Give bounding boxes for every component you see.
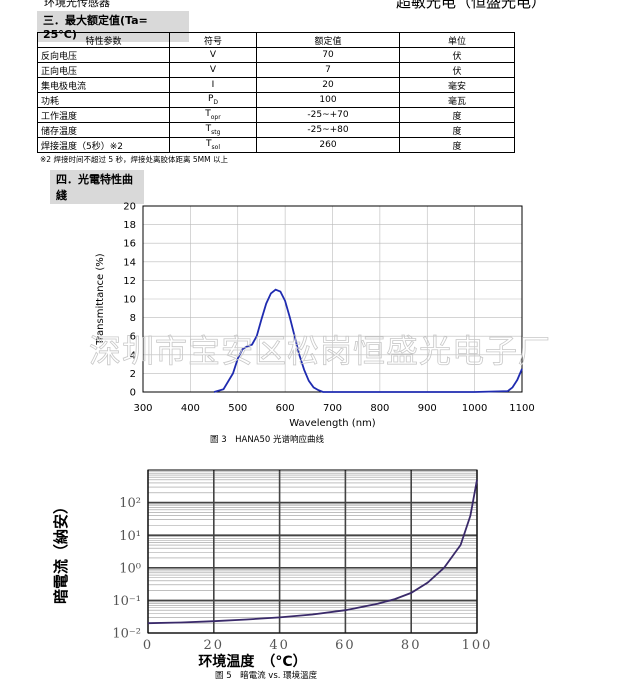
y-tick-label: 14 bbox=[123, 257, 136, 268]
symbol: T bbox=[205, 109, 211, 120]
y-tick-label: 2 bbox=[130, 369, 136, 380]
figure-caption: 圖 3 HANA50 光谱响应曲线 bbox=[210, 434, 325, 445]
x-tick-label: 800 bbox=[370, 403, 389, 414]
symbol-sub: opr bbox=[210, 113, 221, 121]
y-tick-label: 10¹ bbox=[119, 529, 141, 544]
x-tick-label: 100 bbox=[462, 638, 493, 653]
y-tick-label: 4 bbox=[130, 350, 136, 361]
y-axis-label: 暗電流（納安） bbox=[52, 499, 70, 604]
plot-frame bbox=[147, 469, 478, 634]
row: 集电极电流 I 20 毫安 bbox=[37, 77, 515, 93]
y-tick-label: 16 bbox=[123, 239, 136, 250]
cell: 度 bbox=[399, 137, 515, 153]
y-axis-label: Transmittance (%) bbox=[95, 253, 106, 345]
x-tick-label: 900 bbox=[418, 403, 437, 414]
symbol: T bbox=[206, 139, 212, 150]
symbol: V bbox=[209, 65, 217, 75]
curve bbox=[213, 288, 523, 393]
section-title: 四．光電特性曲綫 bbox=[50, 170, 144, 204]
x-axis-label: Wavelength (nm) bbox=[289, 418, 375, 429]
y-tick-label: 20 bbox=[123, 202, 136, 213]
x-tick-label: 20 bbox=[204, 638, 225, 653]
note: ※2 焊接时间不超过 5 秒，焊接处离胶体距离 5MM 以上 bbox=[40, 155, 228, 164]
x-axis-label: 环境温度 （°C） bbox=[198, 653, 306, 670]
y-tick-label: 10⁻¹ bbox=[112, 594, 141, 609]
symbol: I bbox=[211, 80, 215, 90]
x-tick-label: 600 bbox=[276, 403, 295, 414]
x-tick-label: 80 bbox=[401, 638, 422, 653]
y-tick-label: 0 bbox=[130, 388, 136, 399]
watermark: 深圳市宝安区松岗恒盛光电子厂 bbox=[89, 332, 551, 370]
x-tick-label: 0 bbox=[143, 638, 153, 653]
y-tick-label: 10⁻² bbox=[112, 627, 141, 642]
x-tick-label: 400 bbox=[181, 403, 200, 414]
y-tick-label: 10 bbox=[123, 295, 136, 306]
y-tick-label: 10² bbox=[119, 496, 141, 511]
figure-caption: 圖 5 暗電流 vs. 環境溫度 bbox=[215, 670, 318, 681]
y-tick-label: 8 bbox=[130, 313, 136, 324]
y-tick-label: 12 bbox=[123, 276, 136, 287]
x-tick-label: 40 bbox=[269, 638, 290, 653]
x-tick-label: 60 bbox=[335, 638, 356, 653]
y-tick-label: 6 bbox=[130, 332, 136, 343]
row: 工作温度 Topr -25~+70 度 bbox=[37, 107, 515, 123]
cell: Tsol bbox=[169, 137, 257, 153]
header-left: 环境光传感器 bbox=[44, 0, 110, 9]
x-tick-label: 1100 bbox=[509, 403, 534, 414]
x-tick-label: 700 bbox=[323, 403, 342, 414]
symbol: P bbox=[207, 94, 214, 105]
symbol-sub: D bbox=[213, 98, 219, 106]
y-tick-label: 10⁰ bbox=[119, 561, 141, 576]
symbol-sub: sol bbox=[211, 143, 220, 151]
row: 焊接温度（5秒）※2 Tsol 260 度 bbox=[37, 137, 515, 153]
symbol: V bbox=[209, 50, 217, 60]
header-right: 超敏光电（恒盛光电） bbox=[396, 0, 547, 11]
x-tick-label: 500 bbox=[228, 403, 247, 414]
row: 储存温度 Tstg -25~+80 度 bbox=[37, 122, 515, 138]
x-tick-label: 1000 bbox=[462, 403, 487, 414]
curve bbox=[147, 479, 478, 625]
y-tick-label: 18 bbox=[123, 220, 136, 231]
x-tick-label: 300 bbox=[133, 403, 152, 414]
cell: 260 bbox=[256, 137, 400, 153]
cell: 焊接温度（5秒）※2 bbox=[37, 137, 170, 153]
symbol-sub: stg bbox=[211, 128, 221, 136]
ratings-table: 特性参数 符号 额定值 单位 反向电压 V 70 伏正向电压 V 7 伏集电极电流 I 20 毫安 功耗 PD… bbox=[37, 32, 515, 153]
symbol: T bbox=[205, 124, 212, 135]
